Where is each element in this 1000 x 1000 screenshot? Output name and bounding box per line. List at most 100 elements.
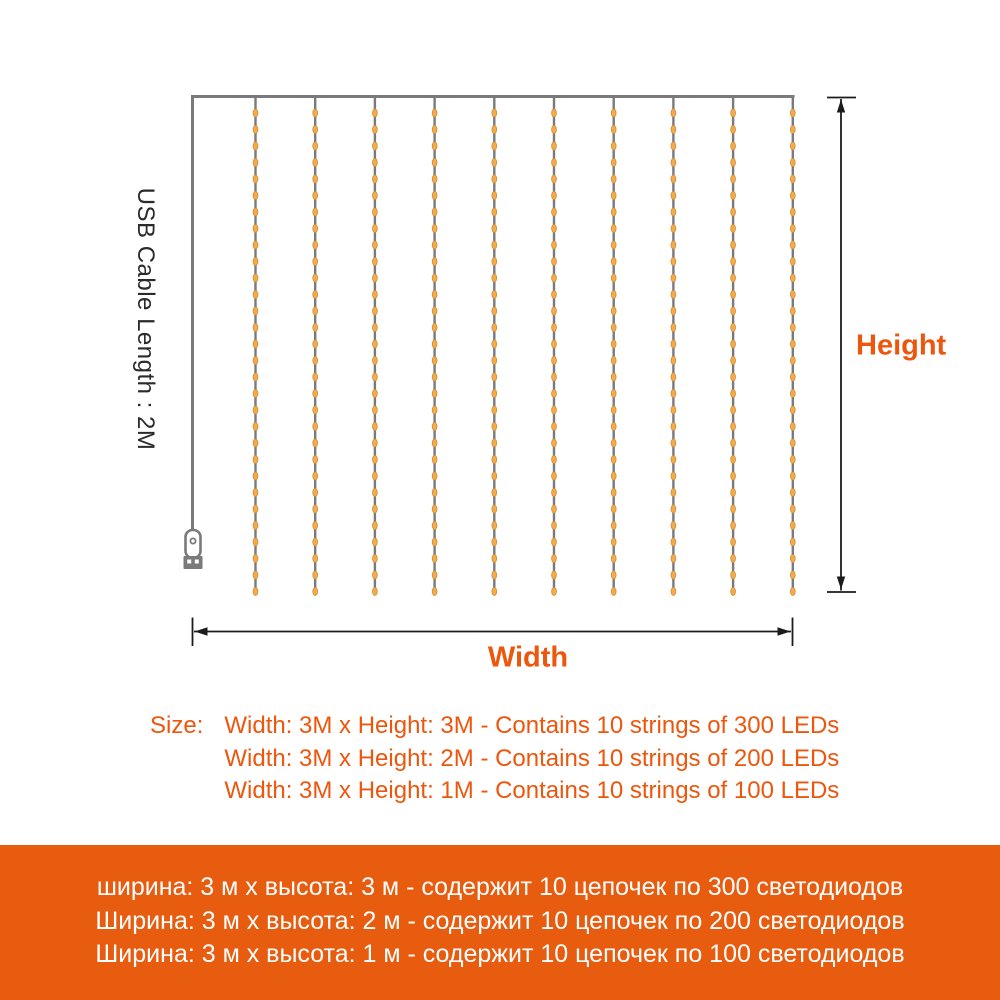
led-bulb	[372, 554, 378, 563]
led-bulb	[252, 323, 259, 332]
led-bulb	[312, 158, 319, 167]
led-bulb	[670, 257, 677, 266]
led-bulb	[252, 240, 259, 250]
led-bulb	[252, 422, 259, 431]
led-bulb	[372, 191, 378, 200]
led-bulb	[252, 504, 259, 514]
led-bulb	[372, 273, 378, 283]
led-bulb	[312, 438, 319, 448]
led-bulb	[372, 521, 378, 530]
led-bulb	[789, 405, 796, 415]
led-bulb	[551, 521, 557, 530]
led-bulb	[312, 306, 319, 316]
led-bulb	[431, 224, 438, 233]
led-bulb	[789, 240, 796, 250]
led-bulb	[670, 323, 677, 332]
led-bulb	[312, 570, 319, 580]
led-bulb	[312, 191, 319, 200]
led-bulb	[491, 455, 498, 464]
led-bulb	[610, 224, 617, 233]
led-strings	[252, 96, 796, 596]
led-bulb	[551, 504, 557, 514]
led-bulb	[670, 537, 677, 547]
led-bulb	[372, 471, 378, 481]
led-bulb	[252, 455, 259, 464]
led-bulb	[491, 372, 498, 382]
led-bulb	[670, 141, 677, 151]
led-bulb	[491, 273, 498, 283]
led-bulb	[670, 306, 677, 316]
led-bulb	[312, 488, 319, 497]
led-bulb	[252, 158, 259, 167]
led-bulb	[252, 108, 259, 118]
led-bulb	[252, 405, 259, 415]
led-bulb	[312, 554, 319, 563]
led-bulb	[730, 405, 736, 415]
led-bulb	[789, 554, 796, 563]
led-bulb	[431, 339, 438, 349]
led-bulb	[789, 191, 796, 200]
led-bulb	[610, 389, 617, 398]
banner-line: ширина: 3 м х высота: 3 м - содержит 10 …	[96, 873, 904, 901]
led-bulb	[312, 389, 319, 398]
width-label: Width	[487, 641, 569, 674]
led-bulb	[431, 306, 438, 316]
led-bulb	[372, 339, 378, 349]
led-bulb	[789, 158, 796, 167]
led-bulb	[670, 405, 677, 415]
led-bulb	[789, 438, 796, 448]
led-bulb	[252, 438, 259, 448]
height-dimension-arrow	[827, 96, 856, 593]
led-bulb	[610, 240, 617, 250]
led-bulb	[610, 125, 617, 134]
led-bulb	[730, 422, 736, 431]
led-bulb	[730, 521, 736, 530]
led-bulb	[491, 306, 498, 316]
led-bulb	[252, 224, 259, 233]
led-bulb	[312, 587, 319, 596]
led-bulb	[372, 108, 378, 118]
led-bulb	[491, 125, 498, 134]
led-bulb	[252, 372, 259, 382]
led-bulb	[789, 125, 796, 134]
led-bulb	[551, 422, 557, 431]
led-bulb	[372, 356, 378, 365]
led-bulb	[670, 570, 677, 580]
led-bulb	[372, 587, 378, 596]
led-bulb	[491, 504, 498, 514]
led-bulb	[610, 158, 617, 167]
led-bulb	[610, 290, 617, 299]
led-bulb	[551, 356, 557, 365]
led-bulb	[730, 389, 736, 398]
led-bulb	[670, 273, 677, 283]
led-bulb	[610, 405, 617, 415]
led-bulb	[431, 273, 438, 283]
led-bulb	[610, 323, 617, 332]
led-bulb	[610, 455, 617, 464]
led-bulb	[730, 488, 736, 497]
led-bulb	[610, 273, 617, 283]
led-bulb	[252, 174, 259, 184]
led-bulb	[670, 356, 677, 365]
led-bulb	[789, 422, 796, 431]
led-bulb	[551, 174, 557, 184]
led-bulb	[610, 174, 617, 184]
led-bulb	[372, 240, 378, 250]
led-bulb	[730, 356, 736, 365]
led-bulb	[670, 240, 677, 250]
led-bulb	[431, 174, 438, 184]
led-bulb	[730, 125, 736, 134]
led-bulb	[431, 158, 438, 167]
led-bulb	[730, 339, 736, 349]
led-bulb	[431, 554, 438, 563]
led-bulb	[372, 570, 378, 580]
led-bulb	[252, 339, 259, 349]
led-bulb	[491, 290, 498, 299]
led-bulb	[372, 224, 378, 233]
led-bulb	[431, 471, 438, 481]
led-bulb	[431, 455, 438, 464]
led-bulb	[670, 224, 677, 233]
led-bulb	[730, 537, 736, 547]
led-bulb	[312, 323, 319, 332]
led-bulb	[670, 339, 677, 349]
